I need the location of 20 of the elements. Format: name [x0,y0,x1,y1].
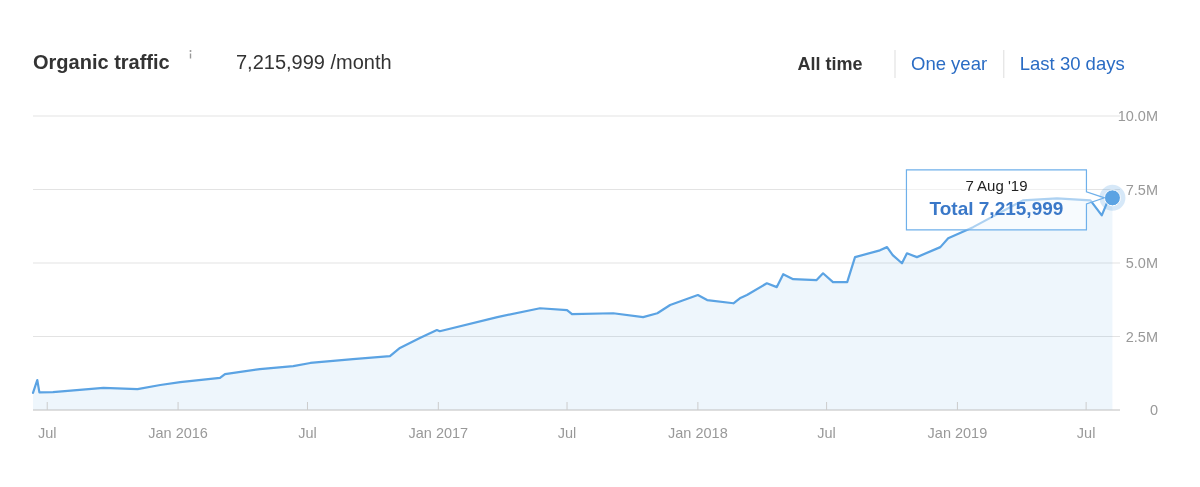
chart-title: Organic traffic [33,51,170,73]
x-tick-label: Jul [817,425,836,441]
y-tick-label: 5.0M [1125,255,1158,272]
x-tick-label: Jul [557,425,577,441]
text: Last 30 days [1019,53,1125,74]
x-tick-label: Jul [1076,425,1096,441]
x-tick-label: Jan 2017 [408,425,469,441]
y-tick-label: 0 [1149,402,1158,419]
y-tick-label: 2.5M [1125,328,1158,345]
chart-subtitle: 7,215,999 /month [236,51,392,73]
x-tick-label: Jul [37,425,57,441]
x-tick-label: Jan 2018 [668,425,728,441]
x-tick-label: Jan 2019 [927,425,988,441]
x-tick-label: Jan 2016 [148,425,208,441]
x-tick-label: Jul [298,425,317,441]
annotation: 7 Aug '19 Total 7,215,999 [929,176,1064,219]
y-tick-label: 7.5M [1125,181,1158,198]
text: One year [911,53,988,74]
y-tick-label: 10.0M [1117,108,1158,125]
text: All time [797,54,863,74]
